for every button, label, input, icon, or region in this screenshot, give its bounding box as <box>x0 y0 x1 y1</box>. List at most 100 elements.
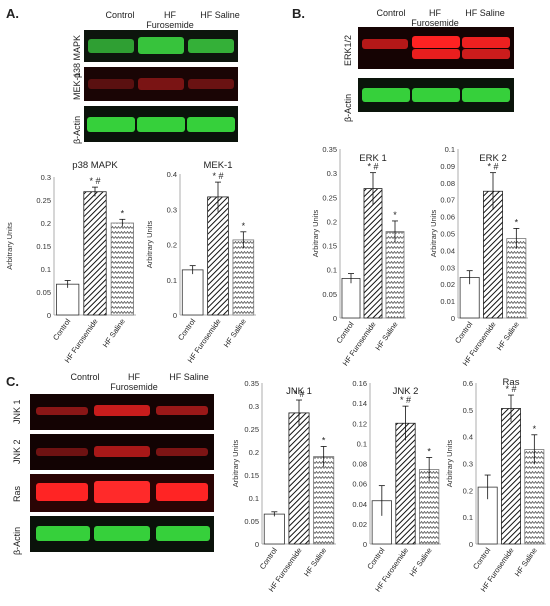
blot-b-erk <box>358 27 514 69</box>
tick-label-jnk1: 0.1 <box>249 494 259 503</box>
tick-label-erk1: 0 <box>333 314 337 323</box>
tick-label-erk2: 0.04 <box>440 246 455 255</box>
tick-label-jnk1: 0.3 <box>249 402 259 411</box>
significance-mek-1: * # <box>212 171 223 181</box>
bar-jnk1-2 <box>313 456 335 545</box>
significance-p38-1: * # <box>89 176 100 186</box>
tick-label-jnk2: 0.16 <box>352 379 367 388</box>
bar-mek-0 <box>181 269 204 316</box>
tick-label-jnk1: 0 <box>255 540 259 549</box>
category-label-p38-0: Control <box>51 317 72 342</box>
panel-a-lane-hf-furosemide: HF Furosemide <box>146 10 194 30</box>
tick-label-jnk2: 0.08 <box>352 460 367 469</box>
tick-label-jnk2: 0.1 <box>357 439 367 448</box>
bar-jnk2-1 <box>395 422 416 545</box>
category-label-mek-2: HF Saline <box>222 317 248 349</box>
bar-erk2-2 <box>506 238 527 319</box>
tick-label-erk1: 0.1 <box>327 266 337 275</box>
tick-label-erk1: 0.25 <box>322 193 337 202</box>
category-label-ras-2: HF Saline <box>513 546 539 578</box>
tick-label-erk1: 0.35 <box>322 145 337 154</box>
y-axis-label-erk2: Arbitrary Units <box>429 209 438 257</box>
blot-a-p38 <box>84 30 238 62</box>
tick-label-p38: 0.05 <box>36 288 51 297</box>
panel-c-lane-control: Control <box>70 372 100 382</box>
category-label-jnk2-0: Control <box>365 546 386 571</box>
category-label-erk2-0: Control <box>453 320 474 345</box>
tick-label-erk1: 0.15 <box>322 242 337 251</box>
tick-label-erk2: 0.01 <box>440 297 455 306</box>
tick-label-erk1: 0.05 <box>322 290 337 299</box>
bar-erk2-1 <box>483 190 503 319</box>
tick-label-mek: 0.4 <box>167 170 177 179</box>
tick-label-erk2: 0.05 <box>440 230 455 239</box>
tick-label-erk1: 0.2 <box>327 217 337 226</box>
category-label-jnk2-2: HF Saline <box>408 546 434 578</box>
category-label-mek-0: Control <box>176 317 197 342</box>
tick-label-jnk2: 0 <box>363 540 367 549</box>
tick-label-ras: 0.3 <box>463 460 473 469</box>
tick-label-jnk2: 0.14 <box>352 399 367 408</box>
significance-jnk2-1: * # <box>400 395 411 405</box>
significance-ras-1: * # <box>505 384 516 394</box>
tick-label-ras: 0.4 <box>463 433 473 442</box>
significance-jnk2-2: * <box>427 446 431 456</box>
tick-label-jnk1: 0.35 <box>244 379 259 388</box>
y-axis-label-mek: Arbitrary Units <box>145 220 154 268</box>
significance-erk2-2: * <box>515 217 519 227</box>
bar-jnk1-0 <box>263 513 285 545</box>
tick-label-jnk1: 0.05 <box>244 517 259 526</box>
tick-label-erk2: 0.06 <box>440 213 455 222</box>
y-axis-label-jnk1: Arbitrary Units <box>231 439 240 487</box>
y-axis-label-erk1: Arbitrary Units <box>311 209 320 257</box>
tick-label-mek: 0.2 <box>167 241 177 250</box>
panel-c-lane-hf-saline: HF Saline <box>169 372 209 382</box>
tick-label-erk2: 0.07 <box>440 196 455 205</box>
y-axis-label-ras: Arbitrary Units <box>445 439 454 487</box>
panel-a-letter: A. <box>6 6 19 21</box>
panel-c-letter: C. <box>6 374 19 389</box>
bar-jnk1-1 <box>288 412 310 545</box>
tick-label-jnk1: 0.15 <box>244 471 259 480</box>
significance-ras-2: * <box>533 424 537 434</box>
chart-title-jnk1: JNK 1 <box>286 386 312 397</box>
tick-label-p38: 0.25 <box>36 196 51 205</box>
panel-b-lane-hf-furosemide: HF Furosemide <box>411 8 459 28</box>
significance-erk1-1: * # <box>367 162 378 172</box>
tick-label-jnk2: 0.02 <box>352 520 367 529</box>
tick-label-erk2: 0.09 <box>440 162 455 171</box>
panel-a-lane-control: Control <box>105 10 135 20</box>
tick-label-p38: 0 <box>47 311 51 320</box>
category-label-jnk1-2: HF Saline <box>302 546 328 578</box>
tick-label-erk2: 0.08 <box>440 179 455 188</box>
blot-c-jnk2 <box>30 434 214 470</box>
bar-p38-2 <box>110 222 134 316</box>
tick-label-jnk1: 0.2 <box>249 448 259 457</box>
blot-c-ras <box>30 474 214 512</box>
tick-label-mek: 0.3 <box>167 205 177 214</box>
significance-mek-2: * <box>242 221 246 231</box>
bar-erk1-1 <box>363 188 383 319</box>
chart-title-erk1: ERK 1 <box>359 153 386 164</box>
significance-jnk1-1: * # <box>293 389 304 399</box>
chart-title-mek: MEK-1 <box>203 160 232 171</box>
category-label-erk2-2: HF Saline <box>495 320 521 352</box>
tick-label-erk2: 0.03 <box>440 263 455 272</box>
blot-c-jnk1 <box>30 394 214 430</box>
chart-title-p38: p38 MAPK <box>72 160 118 171</box>
category-label-jnk1-0: Control <box>258 546 279 571</box>
tick-label-p38: 0.1 <box>41 265 51 274</box>
blot-b-actin <box>358 78 514 112</box>
chart-title-jnk2: JNK 2 <box>393 386 419 397</box>
panel-b-lane-hf-saline: HF Saline <box>465 8 505 18</box>
tick-label-mek: 0 <box>173 311 177 320</box>
tick-label-erk1: 0.3 <box>327 169 337 178</box>
chart-title-ras: Ras <box>503 377 520 388</box>
bar-erk1-0 <box>341 278 361 319</box>
tick-label-p38: 0.2 <box>41 219 51 228</box>
bar-mek-2 <box>232 239 255 316</box>
tick-label-p38: 0.3 <box>41 173 51 182</box>
tick-label-ras: 0 <box>469 540 473 549</box>
tick-label-jnk2: 0.06 <box>352 480 367 489</box>
